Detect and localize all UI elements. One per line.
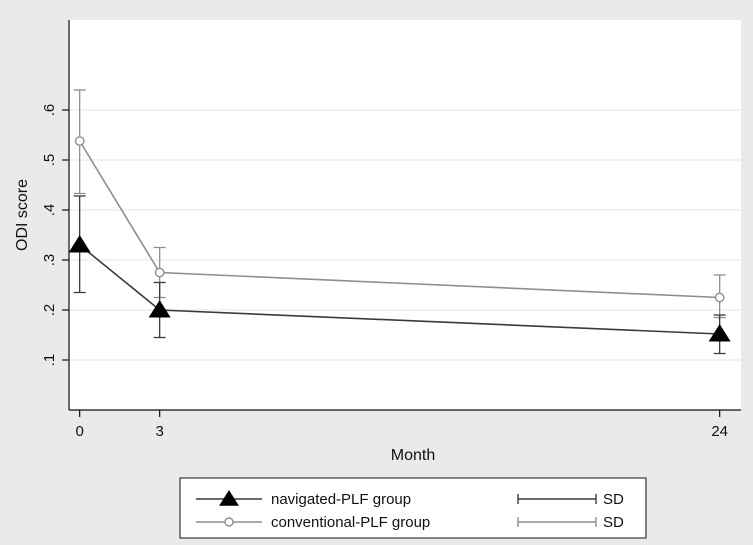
legend-label: conventional-PLF group (271, 514, 430, 531)
data-point-circle (74, 136, 85, 146)
legend: navigated-PLF group SD conventional-PLF gr… (179, 477, 647, 539)
data-point-triangle (68, 235, 91, 253)
series-layer (68, 89, 731, 355)
legend-entries: navigated-PLF group SD conventional-PLF gr… (196, 490, 624, 531)
legend-sd-label: SD (603, 491, 624, 508)
y-axis-label: ODI score (14, 179, 31, 251)
data-point-triangle (148, 300, 171, 318)
y-tick-label: .5 (41, 154, 58, 167)
y-tick-label: .1 (41, 354, 58, 367)
legend-box (179, 477, 647, 539)
legend-marker-triangle (219, 490, 239, 506)
x-axis-label: Month (391, 447, 435, 464)
x-axis-ticks: 0 3 24 (75, 410, 728, 440)
legend-label: navigated-PLF group (271, 491, 411, 508)
y-tick-label: .2 (41, 304, 58, 317)
x-tick-label: 24 (711, 423, 728, 440)
gridlines (69, 109, 741, 361)
y-tick-label: .4 (41, 204, 58, 217)
legend-sd-label: SD (603, 514, 624, 531)
x-tick-label: 3 (155, 423, 163, 440)
x-tick-label: 0 (75, 423, 83, 440)
plot-area (69, 20, 741, 410)
y-tick-label: .3 (41, 254, 58, 267)
legend-marker-circle (224, 517, 234, 527)
data-point-circle (154, 267, 165, 278)
data-point-triangle (708, 324, 731, 342)
data-point-circle (714, 292, 725, 303)
y-axis-ticks: .1 .2 .3 .4 .5 .6 (41, 104, 69, 367)
y-tick-label: .6 (41, 104, 58, 117)
